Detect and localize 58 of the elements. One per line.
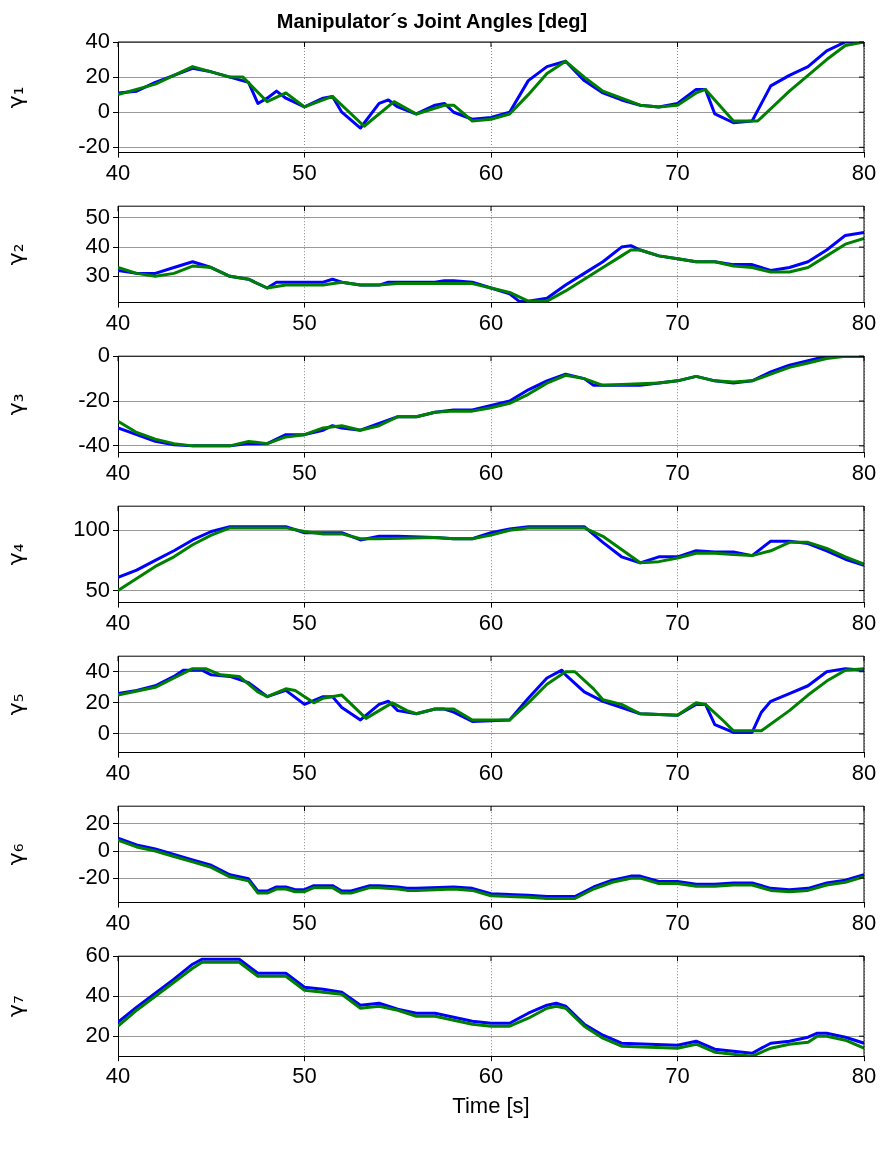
x-axis-title: Time [s]: [452, 1092, 530, 1118]
y-tick-label: 60: [85, 942, 110, 968]
x-tick-label: 80: [851, 159, 877, 185]
x-tick-label: 50: [292, 309, 317, 335]
y-tick-label: 50: [85, 576, 110, 602]
x-tick-label: 60: [478, 1063, 504, 1089]
y-tick-label: -20: [78, 864, 110, 890]
x-tick-label: 80: [851, 609, 877, 635]
y-tick-label: 50: [85, 203, 110, 229]
y-axis-title: γ₁: [2, 86, 28, 109]
y-axis-title: γ₂: [2, 243, 28, 266]
x-tick-label: 50: [292, 159, 317, 185]
x-tick-label: 70: [665, 309, 690, 335]
y-tick-label: 0: [97, 837, 110, 863]
x-tick-label: 80: [851, 1063, 877, 1089]
y-axis-title: γ₆: [2, 843, 28, 866]
y-tick-label: 0: [97, 342, 110, 368]
x-tick-label: 50: [292, 1063, 317, 1089]
x-tick-label: 70: [665, 609, 690, 635]
y-tick-label: 20: [85, 809, 110, 835]
x-tick-label: 70: [665, 909, 690, 935]
y-tick-label: -20: [78, 133, 110, 159]
chart-title: Manipulator´s Joint Angles [deg]: [276, 9, 588, 32]
y-axis-title: γ₅: [2, 693, 28, 716]
x-tick-label: 50: [292, 609, 317, 635]
y-tick-label: 30: [85, 262, 110, 288]
x-tick-label: 60: [478, 159, 504, 185]
y-axis-title: γ₇: [2, 995, 28, 1018]
y-tick-label: 20: [85, 63, 110, 89]
y-tick-label: 20: [85, 1022, 110, 1048]
x-tick-label: 60: [478, 759, 504, 785]
y-tick-label: 40: [85, 233, 110, 259]
x-tick-label: 60: [478, 909, 504, 935]
x-tick-label: 60: [478, 309, 504, 335]
x-tick-label: 70: [665, 159, 690, 185]
x-tick-label: 50: [292, 759, 317, 785]
y-axis-title: γ₃: [2, 393, 28, 416]
x-tick-label: 50: [292, 459, 317, 485]
x-tick-label: 50: [292, 909, 317, 935]
y-tick-label: 40: [85, 28, 110, 54]
x-tick-label: 80: [851, 909, 877, 935]
y-tick-label: 0: [97, 98, 110, 124]
x-tick-label: 80: [851, 759, 877, 785]
x-tick-label: 70: [665, 459, 690, 485]
y-tick-label: 40: [85, 982, 110, 1008]
x-tick-label: 60: [478, 609, 504, 635]
x-tick-label: 80: [851, 309, 877, 335]
y-tick-label: -40: [78, 431, 110, 457]
y-tick-label: -20: [78, 387, 110, 413]
y-tick-label: 100: [73, 516, 110, 542]
y-tick-label: 20: [85, 688, 110, 714]
y-tick-label: 40: [85, 657, 110, 683]
y-tick-label: 0: [97, 720, 110, 745]
x-tick-label: 60: [478, 459, 504, 485]
y-axis-title: γ₄: [2, 543, 28, 566]
x-tick-label: 70: [665, 759, 690, 785]
x-tick-label: 70: [665, 1063, 690, 1089]
x-tick-label: 80: [851, 459, 877, 485]
